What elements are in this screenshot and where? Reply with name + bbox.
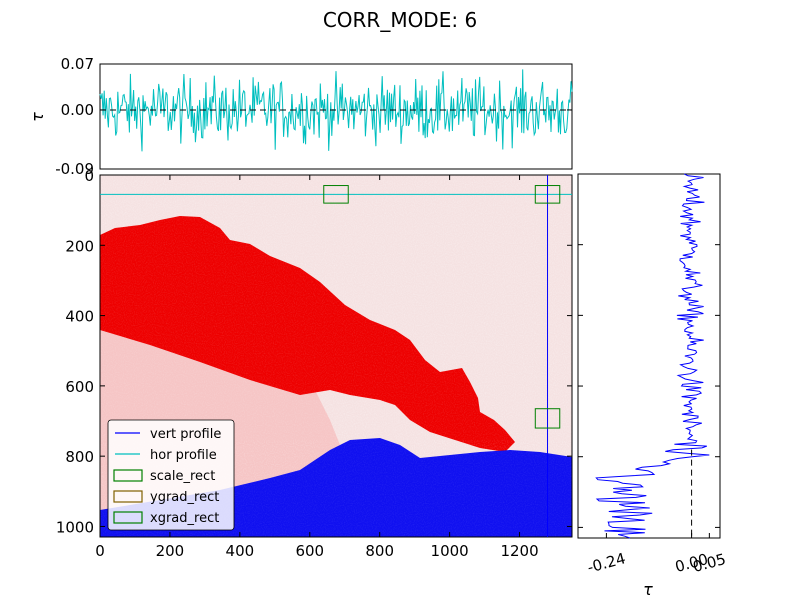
legend-label-scale-rect: scale_rect (150, 469, 215, 484)
main-xtick-label: 400 (226, 542, 255, 560)
right-xlabel: τ (643, 580, 653, 599)
top-ylabel: τ (28, 112, 47, 122)
main-ytick-label: 200 (65, 237, 94, 255)
legend-swatch-scale-rect (113, 469, 143, 482)
xgrad-rect (534, 408, 561, 429)
main-ytick-label: 600 (65, 378, 94, 396)
top-ytick-label: 0.00 (61, 101, 94, 119)
legend-swatch-xgrad-rect (113, 511, 143, 524)
ygrad-rect (534, 185, 561, 204)
right-profile-panel: -0.24 0.000.05 τ (577, 173, 728, 599)
legend-label-xgrad-rect: xgrad_rect (150, 511, 219, 526)
top-ytick-label: -0.09 (55, 160, 94, 178)
legend: vert profile hor profile scale_rect ygrad_r… (107, 419, 235, 531)
top-profile-panel: 0.07 0.00 -0.09 τ (28, 55, 573, 178)
vert-profile-series (595, 173, 710, 539)
legend-label-ygrad-rect: ygrad_rect (150, 490, 219, 505)
figure-title: CORR_MODE: 6 (323, 8, 477, 32)
legend-label-hor-profile: hor profile (150, 448, 217, 463)
legend-swatch-ygrad-rect (113, 490, 143, 503)
main-ytick-label: 1000 (56, 518, 94, 536)
main-xtick-label: 1000 (431, 542, 469, 560)
main-ytick-label: 800 (65, 448, 94, 466)
scale-rect (323, 185, 349, 204)
hor-profile-series (99, 69, 573, 152)
main-xtick-label: 200 (156, 542, 185, 560)
main-xtick-label: 1200 (500, 542, 538, 560)
main-xtick-label: 800 (365, 542, 394, 560)
legend-label-vert-profile: vert profile (150, 427, 221, 442)
main-xtick-label: 0 (95, 542, 105, 560)
main-ytick-label: 400 (65, 308, 94, 326)
top-ytick-label: 0.07 (61, 55, 94, 73)
right-xtick-label: -0.24 (585, 549, 627, 576)
main-ytick-label: 0 (84, 167, 94, 185)
main-xtick-label: 600 (295, 542, 324, 560)
